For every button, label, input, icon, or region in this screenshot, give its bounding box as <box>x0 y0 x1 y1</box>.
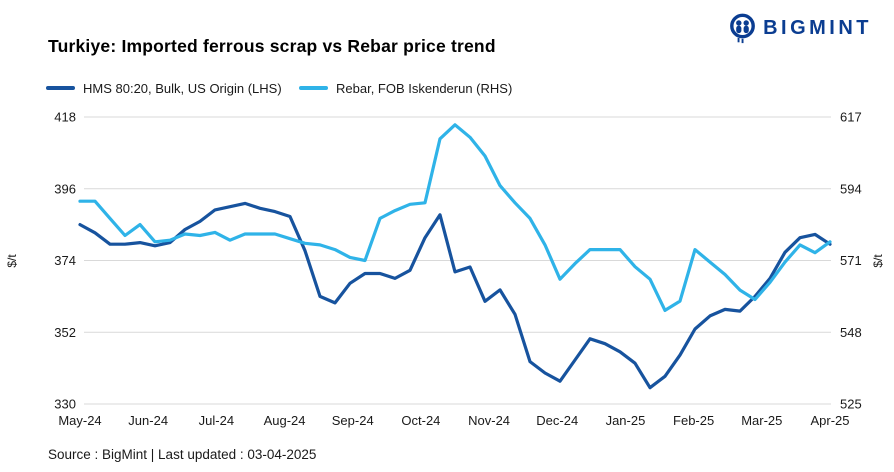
bigmint-icon <box>730 13 755 44</box>
x-axis-tick-label: Feb-25 <box>673 413 714 428</box>
left-axis-tick-label: 374 <box>54 253 76 268</box>
brand-name: BIGMINT <box>763 17 872 39</box>
price-trend-chart: 418 617 396 594 374 571 352 548 330 525 $/t $/t May-… <box>5 110 885 429</box>
left-axis-tick-label: 418 <box>54 110 76 125</box>
x-axis-tick-label: Dec-24 <box>536 413 578 428</box>
x-axis-tick-label: Nov-24 <box>468 413 510 428</box>
hms-line-swatch-icon <box>46 86 75 90</box>
left-axis-tick-label: 396 <box>54 181 76 196</box>
chart-title: Turkiye: Imported ferrous scrap vs Rebar… <box>48 36 496 56</box>
x-axis-tick-label: Jan-25 <box>606 413 646 428</box>
hms-series-line <box>78 201 832 390</box>
brand-logo: BIGMINT <box>729 13 872 44</box>
right-axis-tick-label: 617 <box>840 110 862 125</box>
right-axis-tick-label: 594 <box>840 181 862 196</box>
x-axis-tick-label: Apr-25 <box>810 413 849 428</box>
x-axis-tick-label: Jun-24 <box>128 413 168 428</box>
legend-item-rebar: Rebar, FOB Iskenderun (RHS) <box>299 80 512 96</box>
source-line: Source : BigMint | Last updated : 03-04-… <box>48 447 317 462</box>
right-axis-tick-label: 571 <box>840 253 862 268</box>
x-axis-tick-label: Mar-25 <box>741 413 782 428</box>
right-axis-unit-label: $/t <box>871 254 885 268</box>
x-axis-tick-label: Sep-24 <box>332 413 374 428</box>
left-axis-tick-label: 352 <box>54 325 76 340</box>
x-axis-tick-label: Aug-24 <box>264 413 306 428</box>
right-axis-tick-label: 525 <box>840 397 862 412</box>
legend-label-hms: HMS 80:20, Bulk, US Origin (LHS) <box>83 80 282 96</box>
x-axis-tick-label: May-24 <box>58 413 101 428</box>
x-axis-tick-label: Jul-24 <box>199 413 234 428</box>
left-axis-tick-label: 330 <box>54 397 76 412</box>
rebar-line-swatch-icon <box>299 86 328 90</box>
legend-label-rebar: Rebar, FOB Iskenderun (RHS) <box>336 80 513 96</box>
left-axis-unit-label: $/t <box>5 254 19 268</box>
x-axis-tick-label: Oct-24 <box>401 413 440 428</box>
legend: HMS 80:20, Bulk, US Origin (LHS) Rebar, … <box>0 80 894 96</box>
rebar-series-line <box>78 123 832 312</box>
right-axis-tick-label: 548 <box>840 325 862 340</box>
legend-item-hms: HMS 80:20, Bulk, US Origin (LHS) <box>46 80 282 96</box>
